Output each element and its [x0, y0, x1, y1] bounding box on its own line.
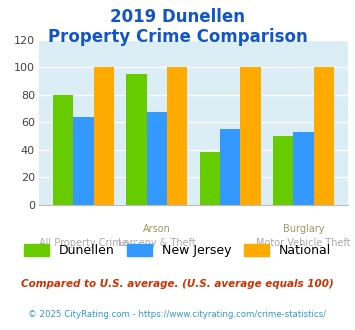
- Text: Compared to U.S. average. (U.S. average equals 100): Compared to U.S. average. (U.S. average …: [21, 279, 334, 289]
- Bar: [200, 152, 220, 205]
- Bar: [73, 116, 94, 205]
- Bar: [293, 132, 313, 205]
- Text: Arson: Arson: [143, 224, 171, 234]
- Bar: [313, 67, 334, 205]
- Bar: [53, 95, 73, 205]
- Bar: [126, 74, 147, 205]
- Text: Larceny & Theft: Larceny & Theft: [118, 238, 196, 248]
- Text: 2019 Dunellen: 2019 Dunellen: [110, 8, 245, 26]
- Bar: [94, 67, 114, 205]
- Bar: [240, 67, 261, 205]
- Text: Property Crime Comparison: Property Crime Comparison: [48, 28, 307, 46]
- Legend: Dunellen, New Jersey, National: Dunellen, New Jersey, National: [24, 244, 331, 257]
- Bar: [167, 67, 187, 205]
- Bar: [220, 129, 240, 205]
- Text: © 2025 CityRating.com - https://www.cityrating.com/crime-statistics/: © 2025 CityRating.com - https://www.city…: [28, 310, 327, 319]
- Bar: [273, 136, 293, 205]
- Bar: [147, 113, 167, 205]
- Text: Motor Vehicle Theft: Motor Vehicle Theft: [256, 238, 351, 248]
- Text: All Property Crime: All Property Crime: [39, 238, 128, 248]
- Text: Burglary: Burglary: [283, 224, 324, 234]
